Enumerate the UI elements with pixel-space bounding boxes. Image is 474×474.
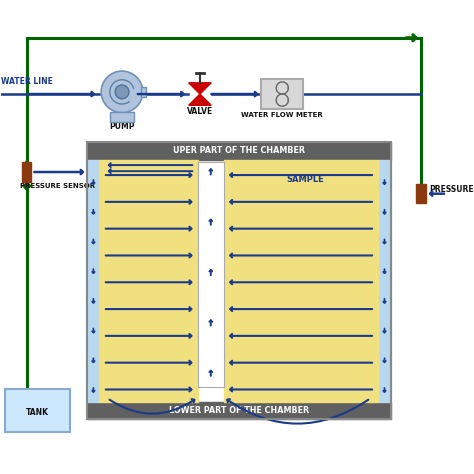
Polygon shape (189, 83, 211, 94)
Text: PRESSURE SENSOR: PRESSURE SENSOR (20, 183, 95, 189)
Text: LOWER PART OF THE CHAMBER: LOWER PART OF THE CHAMBER (169, 406, 309, 415)
Text: WATER LINE: WATER LINE (0, 77, 53, 86)
Bar (22, 163, 31, 182)
Bar (87, 160, 100, 402)
Bar (110, 112, 134, 122)
Bar (198, 162, 224, 387)
Text: TANK: TANK (26, 408, 49, 417)
Polygon shape (189, 94, 211, 105)
Text: SAMPLE: SAMPLE (287, 174, 324, 183)
Bar (416, 184, 426, 203)
Text: UPER PART OF THE CHAMBER: UPER PART OF THE CHAMBER (173, 146, 305, 155)
Text: PUMP: PUMP (109, 122, 135, 131)
Text: VALVE: VALVE (187, 107, 213, 116)
Bar (5, 389, 70, 432)
Bar (87, 142, 391, 419)
Bar (262, 79, 303, 109)
Bar (378, 160, 391, 402)
Bar (224, 160, 378, 402)
Text: WATER FLOW METER: WATER FLOW METER (241, 111, 323, 118)
Circle shape (115, 85, 129, 99)
Bar (141, 87, 146, 97)
Bar (100, 160, 198, 402)
Text: PRESSURE: PRESSURE (429, 184, 474, 193)
Circle shape (101, 71, 143, 113)
Bar (87, 402, 391, 419)
Bar (87, 142, 391, 160)
